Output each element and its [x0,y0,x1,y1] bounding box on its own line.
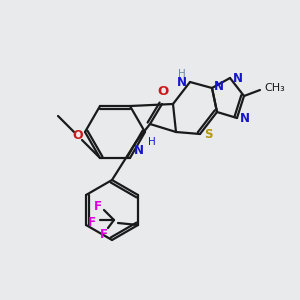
Text: F: F [88,215,96,229]
Text: N: N [214,80,224,94]
Text: N: N [233,71,243,85]
Text: CH₃: CH₃ [264,83,285,93]
Text: N: N [240,112,250,124]
Text: O: O [158,85,169,98]
Text: H: H [148,137,156,147]
Text: H: H [178,69,186,79]
Text: F: F [94,200,102,212]
Text: N: N [177,76,187,88]
Text: S: S [204,128,212,142]
Text: O: O [73,130,83,142]
Text: N: N [134,144,144,157]
Text: F: F [100,227,108,241]
